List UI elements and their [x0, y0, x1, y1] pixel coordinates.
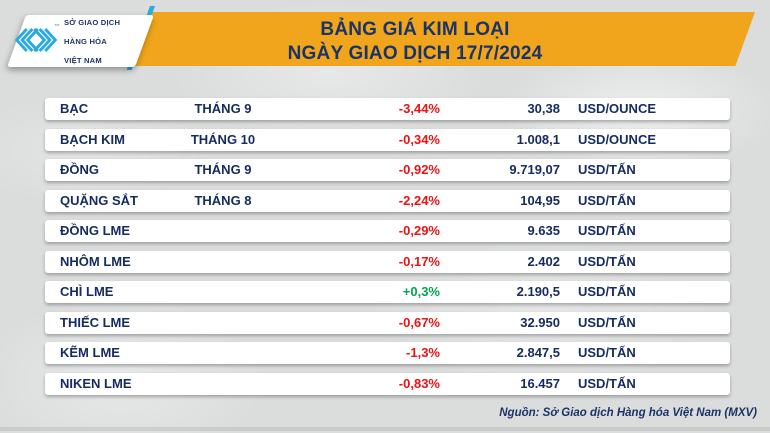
table-row: BẠCH KIM THÁNG 10 -0,34% 1.008,1 USD/OUN…: [45, 128, 730, 151]
price-value: 104,95: [520, 192, 560, 208]
metal-name: THIẾC LME: [60, 314, 131, 330]
table-row: NIKEN LME -0,83% 16.457 USD/TẤN: [45, 372, 730, 395]
price-unit: USD/OUNCE: [578, 101, 657, 116]
change-percent: -0,17%: [398, 253, 440, 269]
price-unit: USD/TẤN: [578, 192, 636, 208]
change-percent: -0,29%: [398, 223, 440, 238]
price-unit: USD/TẤN: [578, 253, 636, 269]
metal-name: ĐỒNG: [60, 162, 99, 177]
metal-name: CHÌ LME: [60, 284, 114, 299]
mxv-logo: ™ SỞ GIAO DỊCH HÀNG HÓA VIỆT NAM: [13, 18, 153, 66]
table-row: ĐỒNG THÁNG 9 -0,92% 9.719,07 USD/TẤN: [45, 159, 730, 181]
logo-line-2: HÀNG HÓA: [64, 37, 107, 47]
change-percent: -0,83%: [398, 375, 440, 391]
change-percent: -0,67%: [398, 314, 440, 330]
contract-month: THÁNG 9: [194, 101, 252, 116]
price-unit: USD/TẤN: [578, 314, 636, 330]
price-unit: USD/TẤN: [578, 375, 636, 391]
price-unit: USD/TẤN: [578, 284, 636, 299]
change-percent: +0,3%: [402, 284, 440, 299]
contract-month: [160, 312, 286, 334]
metal-name: QUẶNG SẮT: [60, 192, 138, 208]
table-row: QUẶNG SẮT THÁNG 8 -2,24% 104,95 USD/TẤN: [45, 189, 730, 212]
table-row: THIẾC LME -0,67% 32.950 USD/TẤN: [45, 311, 730, 334]
metal-name: ĐỒNG LME: [60, 223, 131, 238]
contract-month: THÁNG 10: [190, 131, 256, 147]
price-value: 30,38: [527, 101, 560, 116]
contract-month: [160, 373, 286, 395]
price-value: 2.847,5: [516, 345, 560, 360]
page-title: BẢNG GIÁ KIM LOẠI NGÀY GIAO DỊCH 17/7/20…: [170, 18, 660, 65]
change-percent: -0,92%: [398, 162, 440, 177]
table-row: BẠC THÁNG 9 -3,44% 30,38 USD/OUNCE: [45, 98, 730, 120]
contract-month: THÁNG 9: [194, 162, 252, 177]
metal-name: NIKEN LME: [60, 375, 132, 391]
table-row: NHÔM LME -0,17% 2.402 USD/TẤN: [45, 250, 730, 273]
contract-month: [160, 251, 286, 273]
price-table: BẠC THÁNG 9 -3,44% 30,38 USD/OUNCE BẠCH …: [45, 98, 730, 403]
table-row: KẼM LME -1,3% 2.847,5 USD/TẤN: [45, 342, 730, 364]
price-value: 2.402: [527, 253, 560, 269]
title-line-2: NGÀY GIAO DỊCH 17/7/2024: [287, 42, 543, 64]
contract-month: [160, 281, 286, 303]
price-unit: USD/TẤN: [578, 162, 636, 177]
price-value: 9.635: [527, 223, 560, 238]
table-row: CHÌ LME +0,3% 2.190,5 USD/TẤN: [45, 281, 730, 303]
title-line-1: BẢNG GIÁ KIM LOẠI: [320, 19, 510, 40]
logo-line-3: VIỆT NAM: [64, 56, 102, 66]
bottom-edge-shadow: [0, 427, 770, 431]
logo-line-1: SỞ GIAO DỊCH: [64, 18, 121, 28]
price-value: 9.719,07: [509, 162, 560, 177]
trademark-symbol: ™: [54, 23, 60, 30]
change-percent: -0,34%: [398, 131, 440, 147]
metal-name: BẠC: [60, 101, 89, 116]
change-percent: -3,44%: [398, 101, 440, 116]
price-unit: USD/OUNCE: [578, 131, 657, 147]
contract-month: [160, 342, 286, 364]
price-unit: USD/TẤN: [578, 345, 636, 360]
source-note: Nguồn: Sở Giao dịch Hàng hóa Việt Nam (M…: [499, 407, 757, 419]
price-value: 16.457: [520, 375, 560, 391]
price-value: 2.190,5: [516, 284, 560, 299]
price-value: 32.950: [520, 314, 560, 330]
table-row: ĐỒNG LME -0,29% 9.635 USD/TẤN: [45, 220, 730, 242]
metal-name: NHÔM LME: [60, 253, 131, 269]
contract-month: [160, 220, 286, 242]
change-percent: -1,3%: [406, 345, 440, 360]
contract-month: THÁNG 8: [194, 192, 252, 208]
metal-name: KẼM LME: [60, 345, 120, 360]
price-value: 1.008,1: [516, 131, 560, 147]
logo-org-name: SỞ GIAO DỊCH HÀNG HÓA VIỆT NAM: [64, 18, 120, 66]
mxv-logo-icon: ™: [13, 23, 60, 59]
metal-name: BẠCH KIM: [60, 131, 125, 147]
change-percent: -2,24%: [398, 192, 440, 208]
price-unit: USD/TẤN: [578, 223, 636, 238]
